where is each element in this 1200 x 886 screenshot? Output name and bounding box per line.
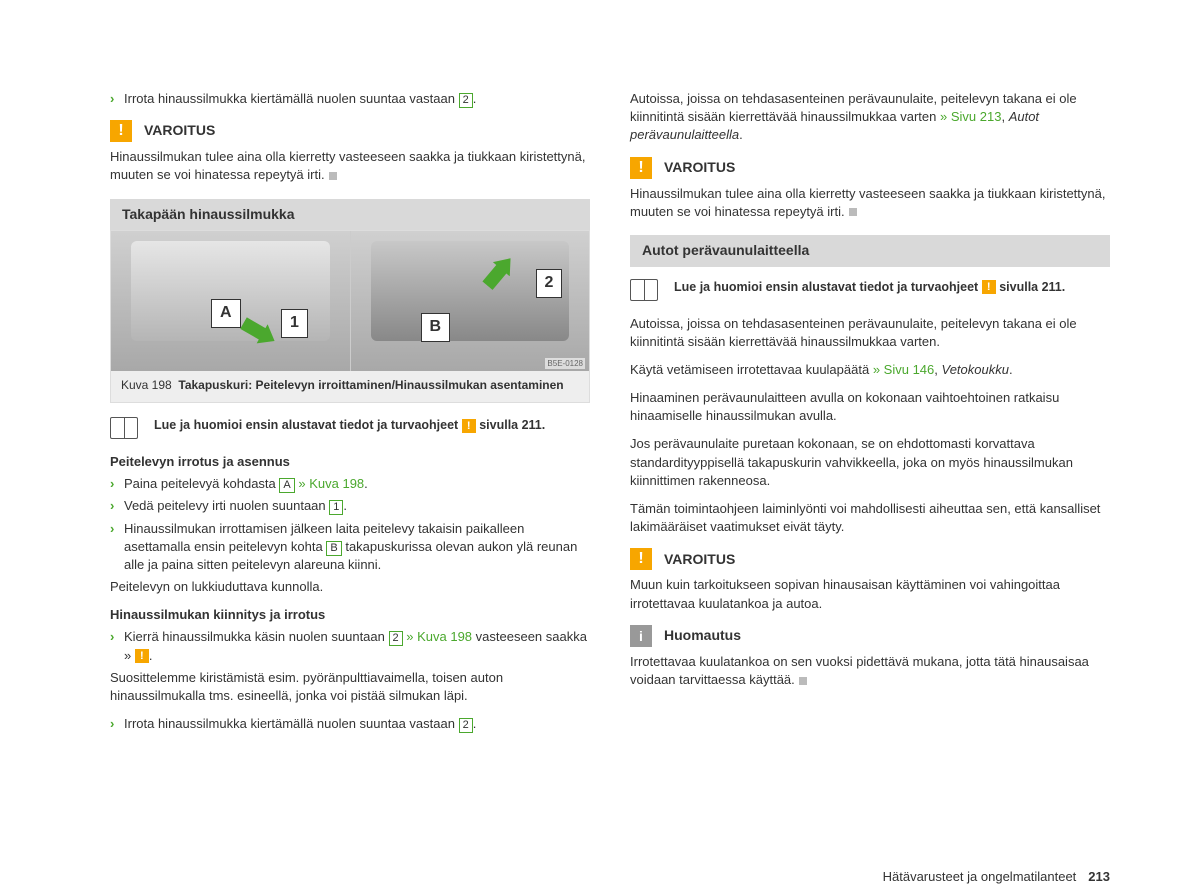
warning-icon-small: ! — [982, 280, 996, 294]
read-first-left: Lue ja huomioi ensin alustavat tiedot ja… — [110, 417, 590, 439]
page-footer: Hätävarusteet ja ongelmatilanteet213 — [883, 868, 1110, 886]
end-square-icon — [329, 172, 337, 180]
para-r4: Jos perävaunulaite puretaan kokonaan, se… — [630, 435, 1110, 490]
letter-A: A — [279, 478, 294, 493]
warning-title: VAROITUS — [144, 121, 215, 141]
note-text: Irrotettavaa kuulatankoa on sen vuoksi p… — [630, 653, 1110, 689]
end-square-icon — [799, 677, 807, 685]
num-2-b: 2 — [459, 718, 473, 733]
bullet-remove-eye-2: Irrota hinaussilmukka kiertämällä nuolen… — [110, 715, 590, 733]
para-lock: Peitelevyn on lukkiuduttava kunnolla. — [110, 578, 590, 596]
subhead-eye: Hinaussilmukan kiinnitys ja irrotus — [110, 606, 590, 624]
section-rear-eye: Takapään hinaussilmukka — [110, 199, 590, 231]
bullet-pull-cover: Vedä peitelevy irti nuolen suuntaan 1. — [110, 497, 590, 515]
section-trailer: Autot perävaunulaitteella — [630, 235, 1110, 267]
read-first-right: Lue ja huomioi ensin alustavat tiedot ja… — [630, 279, 1110, 301]
figure-caption: Kuva 198 Takapuskuri: Peitelevyn irroitt… — [111, 371, 589, 394]
para-r2: Käytä vetämiseen irrotettavaa kuulapäätä… — [630, 361, 1110, 379]
note-title: Huomautus — [664, 626, 741, 646]
warning-icon-small: ! — [462, 419, 476, 433]
para-tighten: Suosittelemme kiristämistä esim. pyöränp… — [110, 669, 590, 705]
book-icon — [630, 279, 658, 301]
para-r3: Hinaaminen perävaunulaitteen avulla on k… — [630, 389, 1110, 425]
num-box-2: 2 — [459, 93, 473, 108]
info-icon: i — [630, 625, 652, 647]
book-icon — [110, 417, 138, 439]
num-2-a: 2 — [389, 631, 403, 646]
warning-text-left: Hinaussilmukan tulee aina olla kierretty… — [110, 148, 590, 184]
warning-text-right-2: Muun kuin tarkoitukseen sopivan hinausai… — [630, 576, 1110, 612]
figure-label-1: 1 — [281, 309, 308, 337]
intro-trailer: Autoissa, joissa on tehdasasenteinen per… — [630, 90, 1110, 145]
figure-label-A: A — [211, 299, 241, 327]
warning-text-right: Hinaussilmukan tulee aina olla kierretty… — [630, 185, 1110, 221]
figure-label-B: B — [421, 313, 451, 341]
figure-left-half: A 1 — [111, 231, 351, 371]
warning-title-r: VAROITUS — [664, 158, 735, 178]
num-1: 1 — [329, 500, 343, 515]
subhead-cover: Peitelevyn irrotus ja asennus — [110, 453, 590, 471]
bullet-press-cover: Paina peitelevyä kohdasta A » Kuva 198. — [110, 475, 590, 493]
figure-label-2: 2 — [536, 269, 563, 297]
figure-198: A 1 B 2 B5E-0128 Kuva 198 Takapuskuri: P… — [110, 230, 590, 403]
letter-B: B — [326, 541, 341, 556]
warning-icon: ! — [630, 157, 652, 179]
warning-header-right: ! VAROITUS — [630, 157, 1110, 179]
link-page213[interactable]: » Sivu 213 — [940, 109, 1001, 124]
page-number: 213 — [1088, 869, 1110, 884]
warning-icon: ! — [110, 120, 132, 142]
warning-title-r2: VAROITUS — [664, 550, 735, 570]
warning-header-left: ! VAROITUS — [110, 120, 590, 142]
link-page146[interactable]: » Sivu 146 — [873, 362, 934, 377]
bullet-refit-cover: Hinaussilmukan irrottamisen jälkeen lait… — [110, 520, 590, 575]
para-r1: Autoissa, joissa on tehdasasenteinen per… — [630, 315, 1110, 351]
bullet-screw-eye: Kierrä hinaussilmukka käsin nuolen suunt… — [110, 628, 590, 664]
bullet-remove-eye: Irrota hinaussilmukka kiertämällä nuolen… — [110, 90, 590, 108]
warning-icon: ! — [630, 548, 652, 570]
link-fig198-b[interactable]: » Kuva 198 — [406, 629, 472, 644]
figure-right-half: B 2 B5E-0128 — [351, 231, 590, 371]
figure-code: B5E-0128 — [545, 358, 585, 369]
warning-icon-small-2: ! — [135, 649, 149, 663]
warning-header-right-2: ! VAROITUS — [630, 548, 1110, 570]
note-header: i Huomautus — [630, 625, 1110, 647]
para-r5: Tämän toimintaohjeen laiminlyönti voi ma… — [630, 500, 1110, 536]
link-fig198-a[interactable]: » Kuva 198 — [298, 476, 364, 491]
end-square-icon — [849, 208, 857, 216]
